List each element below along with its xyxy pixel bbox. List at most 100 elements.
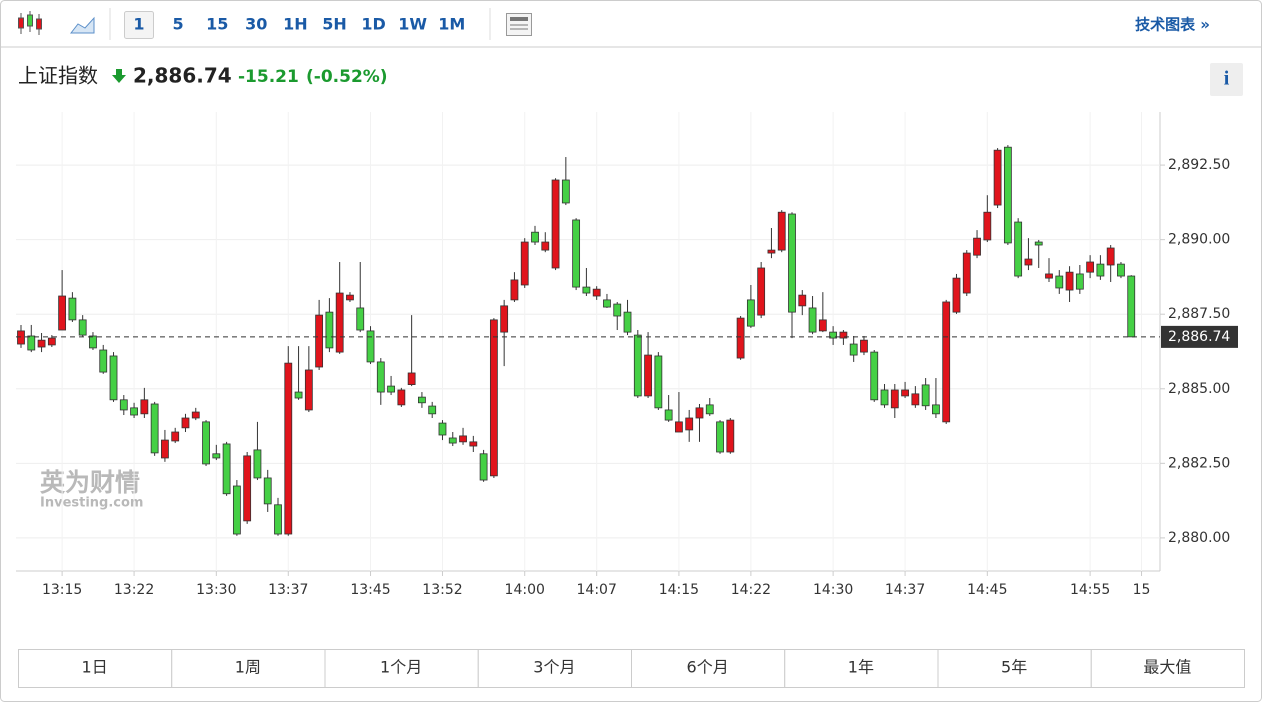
candle-body xyxy=(829,331,838,339)
watermark-site: Investing.com xyxy=(40,496,143,511)
x-tick-label: 13:30 xyxy=(196,582,236,598)
range-button[interactable] xyxy=(631,649,786,688)
range-button[interactable] xyxy=(171,649,326,688)
candle-body xyxy=(592,288,601,297)
candle-body xyxy=(1117,263,1125,277)
candle-body xyxy=(1024,258,1033,266)
candle-body xyxy=(520,241,529,286)
candle-body xyxy=(736,317,745,359)
range-button[interactable] xyxy=(937,649,1092,688)
candle-body xyxy=(17,330,25,345)
x-tick-label: 14:30 xyxy=(813,582,853,598)
candle-body xyxy=(541,241,550,251)
candle-body xyxy=(572,219,581,288)
line-icon[interactable] xyxy=(69,16,95,34)
range-label[interactable]: 1年 xyxy=(848,658,874,677)
info-button[interactable] xyxy=(1210,63,1243,96)
candle-body xyxy=(921,384,930,407)
interval-button[interactable]: 15 xyxy=(206,15,228,34)
x-tick-label: 13:22 xyxy=(114,582,154,598)
candle-body xyxy=(1065,271,1074,291)
candle-body xyxy=(284,362,293,535)
range-button[interactable] xyxy=(324,649,479,688)
x-tick-label: 14:22 xyxy=(731,582,771,598)
candle-body xyxy=(263,477,272,505)
candle-body xyxy=(561,179,570,204)
candle-body xyxy=(1055,275,1064,289)
price-change-pct: (-0.52%) xyxy=(306,67,388,87)
candle-body xyxy=(942,301,951,423)
y-tick-label: 2,882.50 xyxy=(1168,455,1230,471)
last-price: 2,886.74 xyxy=(133,64,232,88)
candle-body xyxy=(685,417,694,431)
x-tick-label: 14:07 xyxy=(577,582,617,598)
interval-button[interactable]: 1M xyxy=(438,15,465,34)
candle-body xyxy=(428,405,437,415)
candle-body xyxy=(335,292,344,353)
x-tick-label: 13:37 xyxy=(268,582,308,598)
range-label[interactable]: 最大值 xyxy=(1143,658,1191,677)
range-label[interactable]: 1周 xyxy=(235,658,261,677)
candle-body xyxy=(356,307,365,331)
range-button[interactable] xyxy=(1090,649,1245,688)
interval-button[interactable]: 1W xyxy=(398,15,427,34)
candle-body xyxy=(150,403,159,454)
interval-button[interactable]: 1 xyxy=(133,15,144,34)
candle-body xyxy=(1045,273,1053,279)
tech-chart-link[interactable]: 技术图表 » xyxy=(1135,16,1210,34)
candle-body xyxy=(510,279,519,301)
y-tick-label: 2,885.00 xyxy=(1168,381,1230,397)
range-label[interactable]: 3个月 xyxy=(533,658,575,677)
candle-body xyxy=(140,399,149,415)
candle-body xyxy=(531,231,539,243)
candle-body xyxy=(644,354,652,397)
candle-body xyxy=(1127,275,1136,338)
candle-body xyxy=(119,399,128,411)
watermark-brand: 英为财情 xyxy=(40,468,140,497)
interval-button[interactable]: 1H xyxy=(283,15,308,34)
x-tick-label: 14:37 xyxy=(885,582,925,598)
candle-body xyxy=(171,431,180,442)
interval-button[interactable]: 30 xyxy=(245,15,267,34)
x-tick-label: 14:45 xyxy=(967,582,1007,598)
range-button[interactable] xyxy=(477,649,632,688)
range-button[interactable] xyxy=(18,649,173,688)
candle-body xyxy=(376,361,385,393)
candle-icon[interactable] xyxy=(18,11,42,35)
y-tick-label: 2,887.50 xyxy=(1168,306,1230,322)
candle-body xyxy=(633,334,642,397)
candle-body xyxy=(983,211,992,241)
candle-body xyxy=(716,421,724,453)
candle-body xyxy=(47,337,56,346)
info-icon[interactable]: i xyxy=(1224,68,1230,90)
range-label[interactable]: 1个月 xyxy=(380,658,422,677)
x-tick-label: 14:00 xyxy=(505,582,545,598)
candle-body xyxy=(746,299,755,327)
candle-body xyxy=(798,294,807,307)
range-label[interactable]: 6个月 xyxy=(687,658,729,677)
candle-body xyxy=(202,421,210,465)
candle-body xyxy=(695,407,704,419)
candle-body xyxy=(243,455,252,522)
candle-body xyxy=(212,453,221,459)
candle-body xyxy=(757,267,766,316)
candle-body xyxy=(315,314,324,368)
interval-button[interactable]: 5H xyxy=(322,15,347,34)
candle-body xyxy=(1086,261,1095,273)
candle-body xyxy=(788,213,796,313)
layout-icon[interactable] xyxy=(506,13,532,36)
range-label[interactable]: 5年 xyxy=(1001,658,1027,677)
candle-body xyxy=(161,439,169,459)
interval-button[interactable]: 1D xyxy=(361,15,385,34)
candle-body xyxy=(58,295,67,331)
candle-body xyxy=(849,343,858,356)
candle-body xyxy=(500,305,509,333)
range-label[interactable]: 1日 xyxy=(82,658,108,677)
grid xyxy=(16,112,1160,571)
interval-button[interactable]: 5 xyxy=(173,15,184,34)
candle-body xyxy=(901,389,909,397)
range-button[interactable] xyxy=(784,649,939,688)
candle-body xyxy=(973,237,981,256)
